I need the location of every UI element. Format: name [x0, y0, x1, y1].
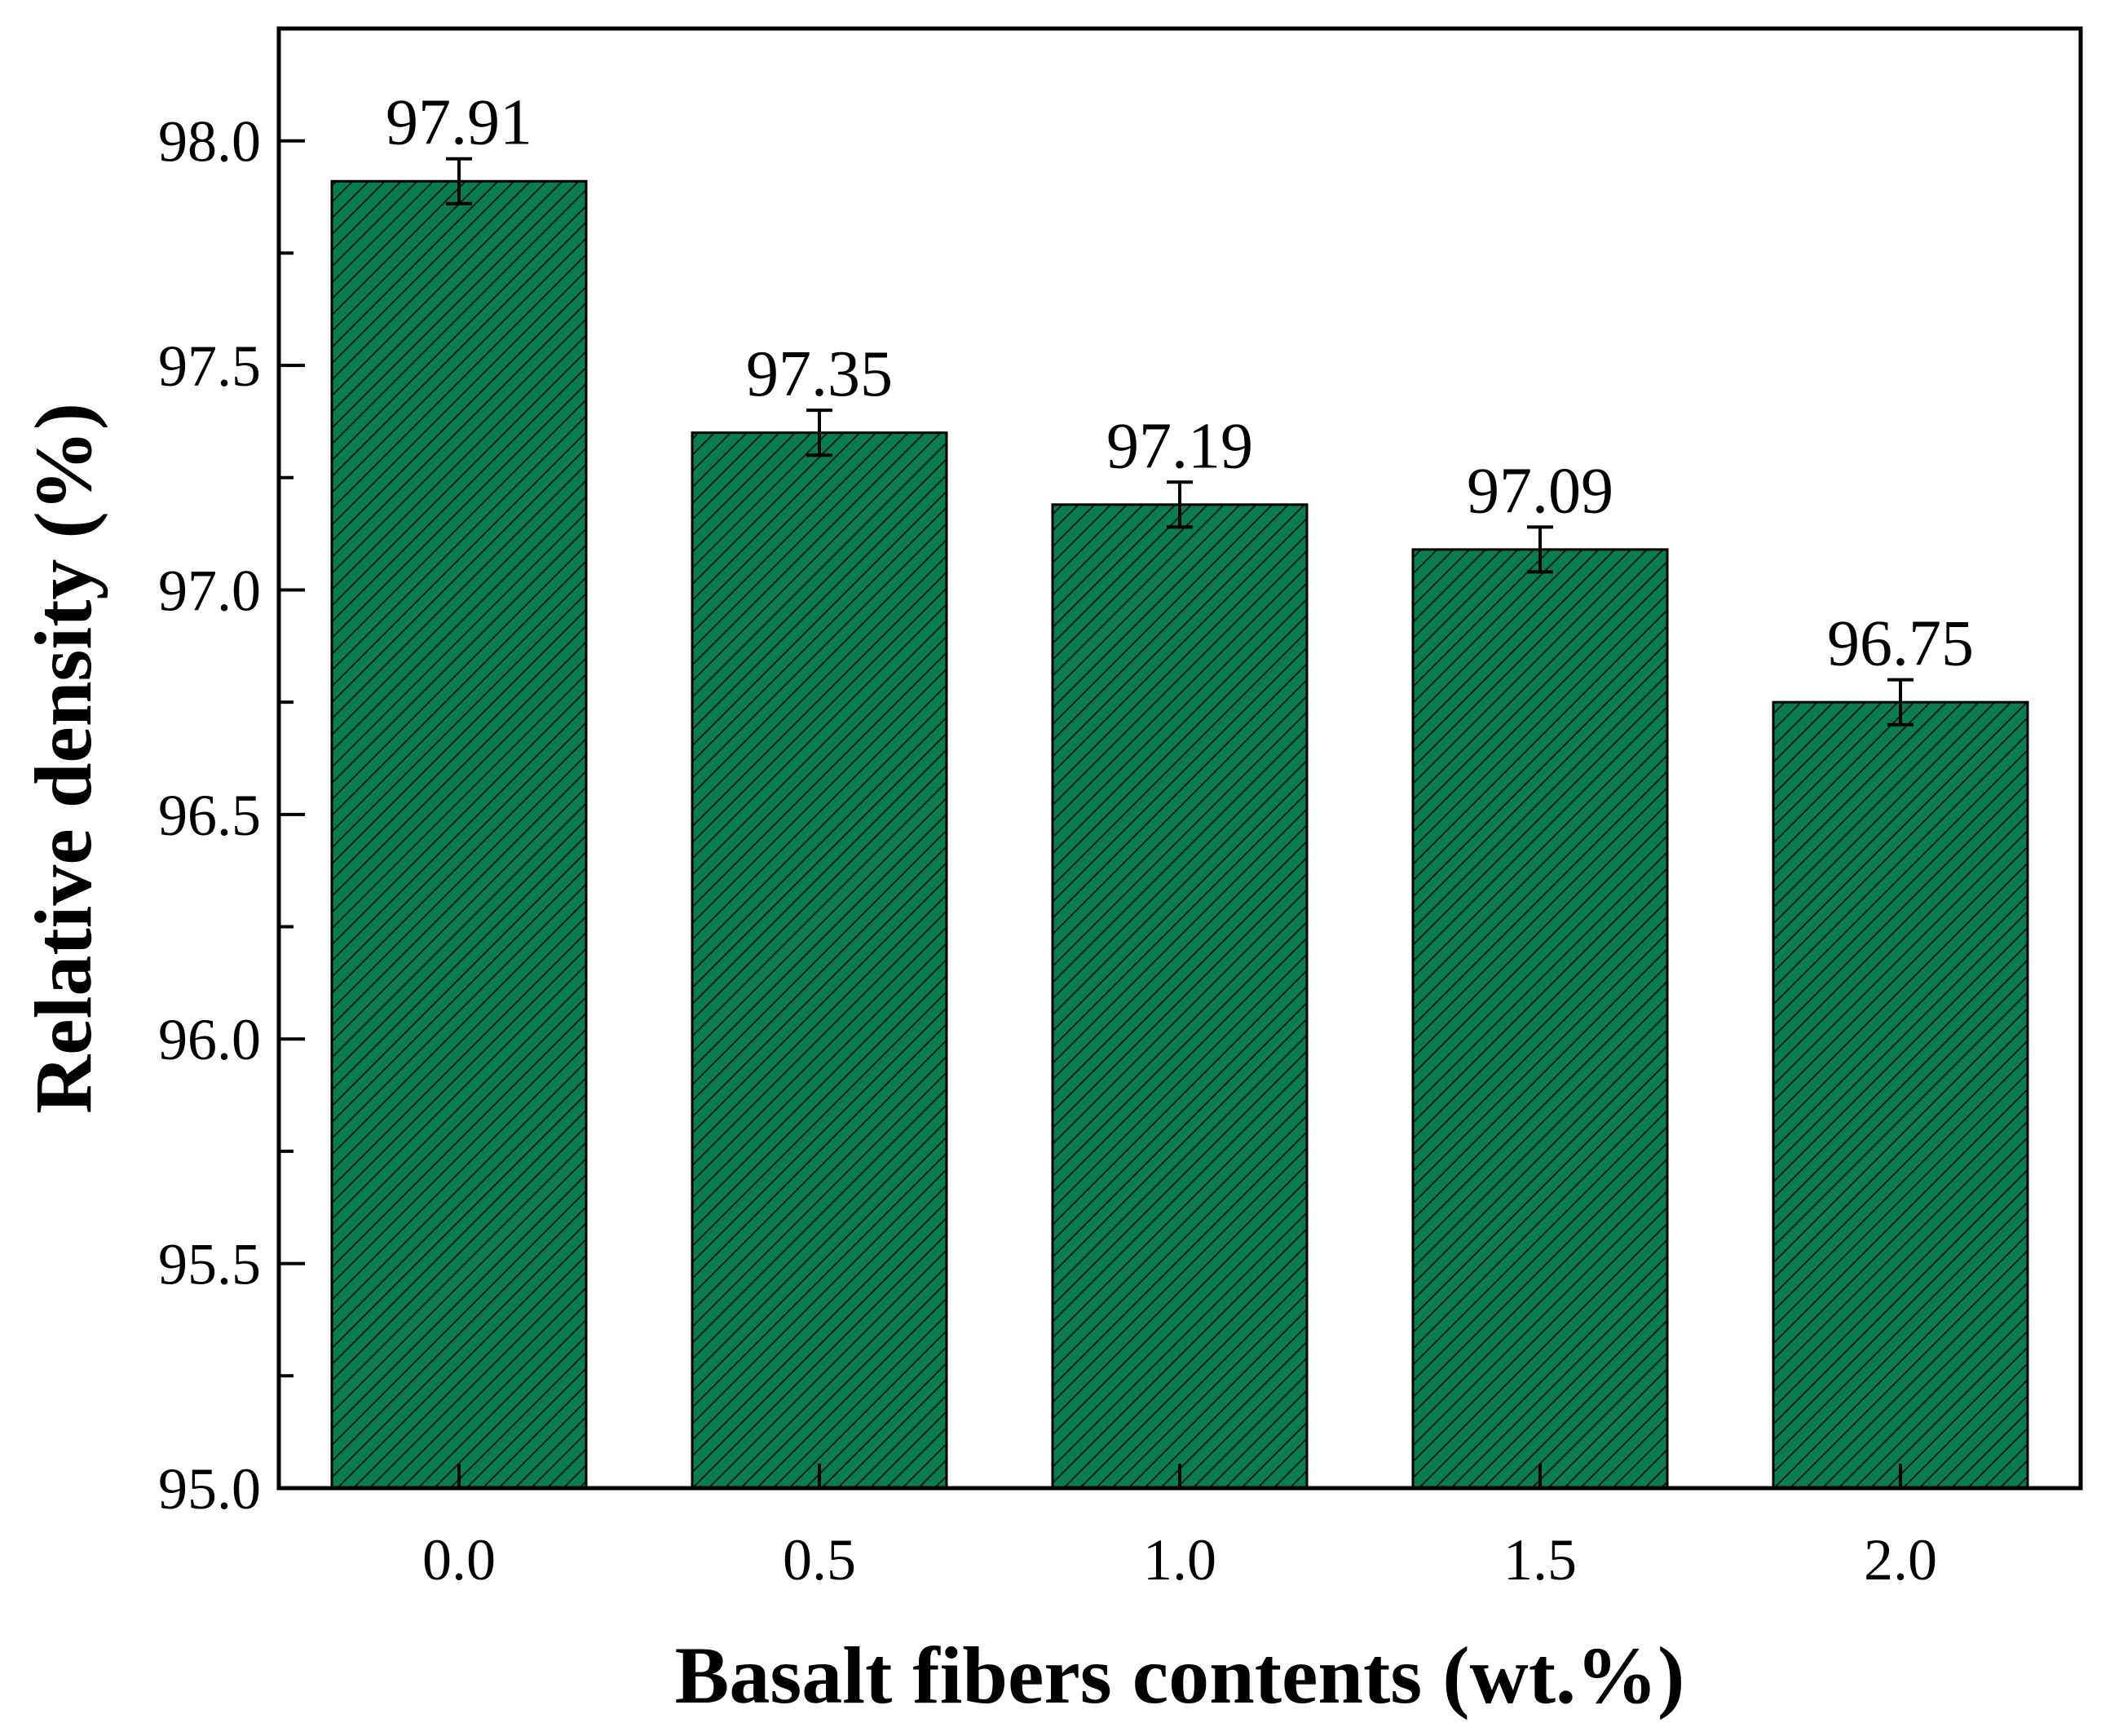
y-tick-label-95.5: 95.5	[158, 1232, 261, 1297]
bar-0.0	[330, 179, 588, 1490]
x-tick-label-1.0: 1.0	[1143, 1527, 1216, 1592]
error-bars-layer	[446, 157, 1914, 727]
y-tick-label-96.0: 96.0	[158, 1007, 261, 1072]
data-label-1.5: 97.09	[1467, 455, 1613, 527]
x-tick-label-0.5: 0.5	[783, 1527, 856, 1592]
y-axis-title: Relative density (%)	[18, 403, 108, 1114]
ticks-layer	[279, 139, 1902, 1490]
y-tick-label-96.5: 96.5	[158, 783, 261, 848]
x-axis-title: Basalt fibers contents (wt.%)	[675, 1630, 1685, 1721]
data-label-0.0: 97.91	[386, 87, 532, 159]
data-label-1.0: 97.19	[1106, 410, 1253, 482]
bar-0.5	[691, 431, 948, 1490]
x-tick-label-1.5: 1.5	[1503, 1527, 1577, 1592]
y-tick-label-97.5: 97.5	[158, 334, 261, 399]
labels-layer: 97.91 0.0 97.35 0.5 97.19 1.0 97.09 1.5 96.75 2.0…	[158, 87, 1974, 1592]
x-tick-label-2.0: 2.0	[1864, 1527, 1937, 1592]
bars-layer	[330, 179, 2029, 1490]
y-tick-label-98.0: 98.0	[158, 109, 261, 174]
x-tick-label-0.0: 0.0	[422, 1527, 496, 1592]
bar-1.0	[1051, 503, 1309, 1490]
bar-2.0	[1772, 700, 2029, 1490]
data-label-2.0: 96.75	[1827, 608, 1974, 680]
data-label-0.5: 97.35	[746, 338, 893, 410]
bar-1.5	[1411, 548, 1669, 1490]
plot-area-frame	[276, 26, 2083, 1491]
y-tick-label-95.0: 95.0	[158, 1456, 261, 1522]
y-tick-label-97.0: 97.0	[158, 558, 261, 623]
